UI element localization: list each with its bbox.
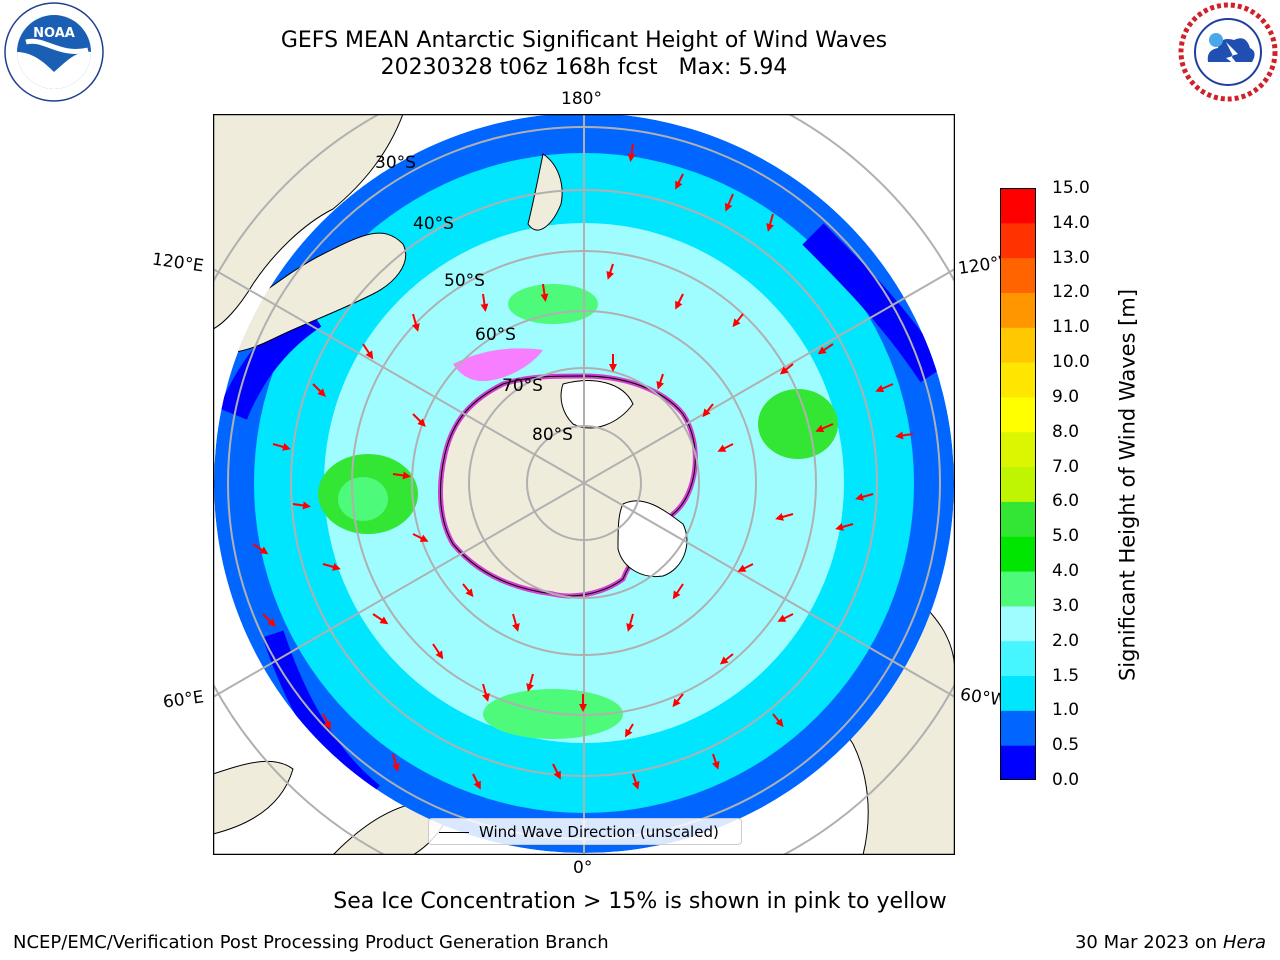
- colorbar-bin: [1000, 431, 1036, 468]
- lat-label-60s: 60°S: [475, 325, 516, 345]
- colorbar-tick-label: 15.0: [1052, 178, 1090, 198]
- colorbar-tick-label: 12.0: [1052, 282, 1090, 303]
- colorbar-tick-label: 9.0: [1052, 386, 1080, 407]
- credit-branch: NCEP/EMC/Verification Post Processing Pr…: [13, 932, 609, 953]
- polar-map: 30°S 40°S 50°S 60°S 70°S 80°S: [213, 114, 955, 855]
- colorbar-tick-label: 11.0: [1052, 317, 1090, 338]
- colorbar-bin: [1000, 257, 1036, 293]
- colorbar-tick-label: 7.0: [1052, 456, 1080, 477]
- colorbar-bin: [1000, 745, 1036, 780]
- colorbar: [1000, 188, 1036, 780]
- credit-date-text: 30 Mar 2023 on: [1074, 932, 1218, 953]
- legend-label: Wind Wave Direction (unscaled): [479, 823, 719, 841]
- colorbar-title: Significant Height of Wind Waves [m]: [1115, 288, 1140, 682]
- colorbar-tick-label: 3.0: [1052, 595, 1080, 616]
- lat-label-50s: 50°S: [444, 271, 485, 291]
- colorbar-tick-label: 5.0: [1052, 526, 1080, 547]
- colorbar-bin: [1000, 501, 1036, 537]
- colorbar-bin: [1000, 188, 1036, 224]
- sea-ice-note: Sea Ice Concentration > 15% is shown in …: [333, 889, 947, 914]
- legend-line-swatch: [439, 832, 469, 833]
- colorbar-bin: [1000, 536, 1036, 572]
- lat-label-70s: 70°S: [502, 376, 543, 396]
- colorbar-tick-label: 1.0: [1052, 700, 1080, 721]
- colorbar-tick-label: 0.5: [1052, 735, 1080, 756]
- map-subtitle: 20230328 t06z 168h fcst Max: 5.94: [380, 55, 788, 80]
- colorbar-bin: [1000, 466, 1036, 502]
- colorbar-bin: [1000, 605, 1036, 642]
- credit-date: 30 Mar 2023 on Hera: [1075, 932, 1266, 953]
- colorbar-tick-label: 1.5: [1052, 665, 1080, 686]
- colorbar-tick-label: 2.0: [1052, 630, 1080, 651]
- colorbar-bin: [1000, 396, 1036, 433]
- colorbar-bin: [1000, 675, 1036, 711]
- lon-label-60e: 60°E: [161, 687, 206, 713]
- colorbar-tick-label: 13.0: [1052, 247, 1090, 268]
- lon-label-180: 180°: [561, 89, 602, 109]
- wind-wave-arrows: [252, 143, 914, 790]
- colorbar-bin: [1000, 571, 1036, 607]
- lat-label-80s: 80°S: [532, 425, 573, 445]
- noaa-logo-text: NOAA: [33, 26, 75, 41]
- nws-logo: [1178, 2, 1278, 102]
- lon-label-120e: 120°E: [150, 249, 205, 277]
- colorbar-bin: [1000, 640, 1036, 677]
- colorbar-tick-label: 6.0: [1052, 491, 1080, 512]
- colorbar-border: [1000, 188, 1036, 780]
- lat-label-30s: 30°S: [375, 153, 416, 173]
- colorbar-tick-label: 8.0: [1052, 421, 1080, 442]
- lon-label-0: 0°: [573, 858, 593, 878]
- colorbar-bin: [1000, 222, 1036, 259]
- colorbar-tick-label: 10.0: [1052, 352, 1090, 373]
- credit-machine: Hera: [1222, 932, 1266, 953]
- colorbar-tick-label: 4.0: [1052, 561, 1080, 582]
- map-title: GEFS MEAN Antarctic Significant Height o…: [280, 28, 888, 53]
- colorbar-tick-label: 0.0: [1052, 770, 1080, 790]
- noaa-logo: NOAA: [4, 2, 104, 102]
- colorbar-tick-label: 14.0: [1052, 212, 1090, 233]
- map-legend: Wind Wave Direction (unscaled): [428, 818, 742, 845]
- colorbar-bin: [1000, 710, 1036, 746]
- lat-label-40s: 40°S: [413, 214, 454, 234]
- colorbar-bin: [1000, 292, 1036, 328]
- colorbar-bin: [1000, 327, 1036, 363]
- colorbar-bin: [1000, 362, 1036, 398]
